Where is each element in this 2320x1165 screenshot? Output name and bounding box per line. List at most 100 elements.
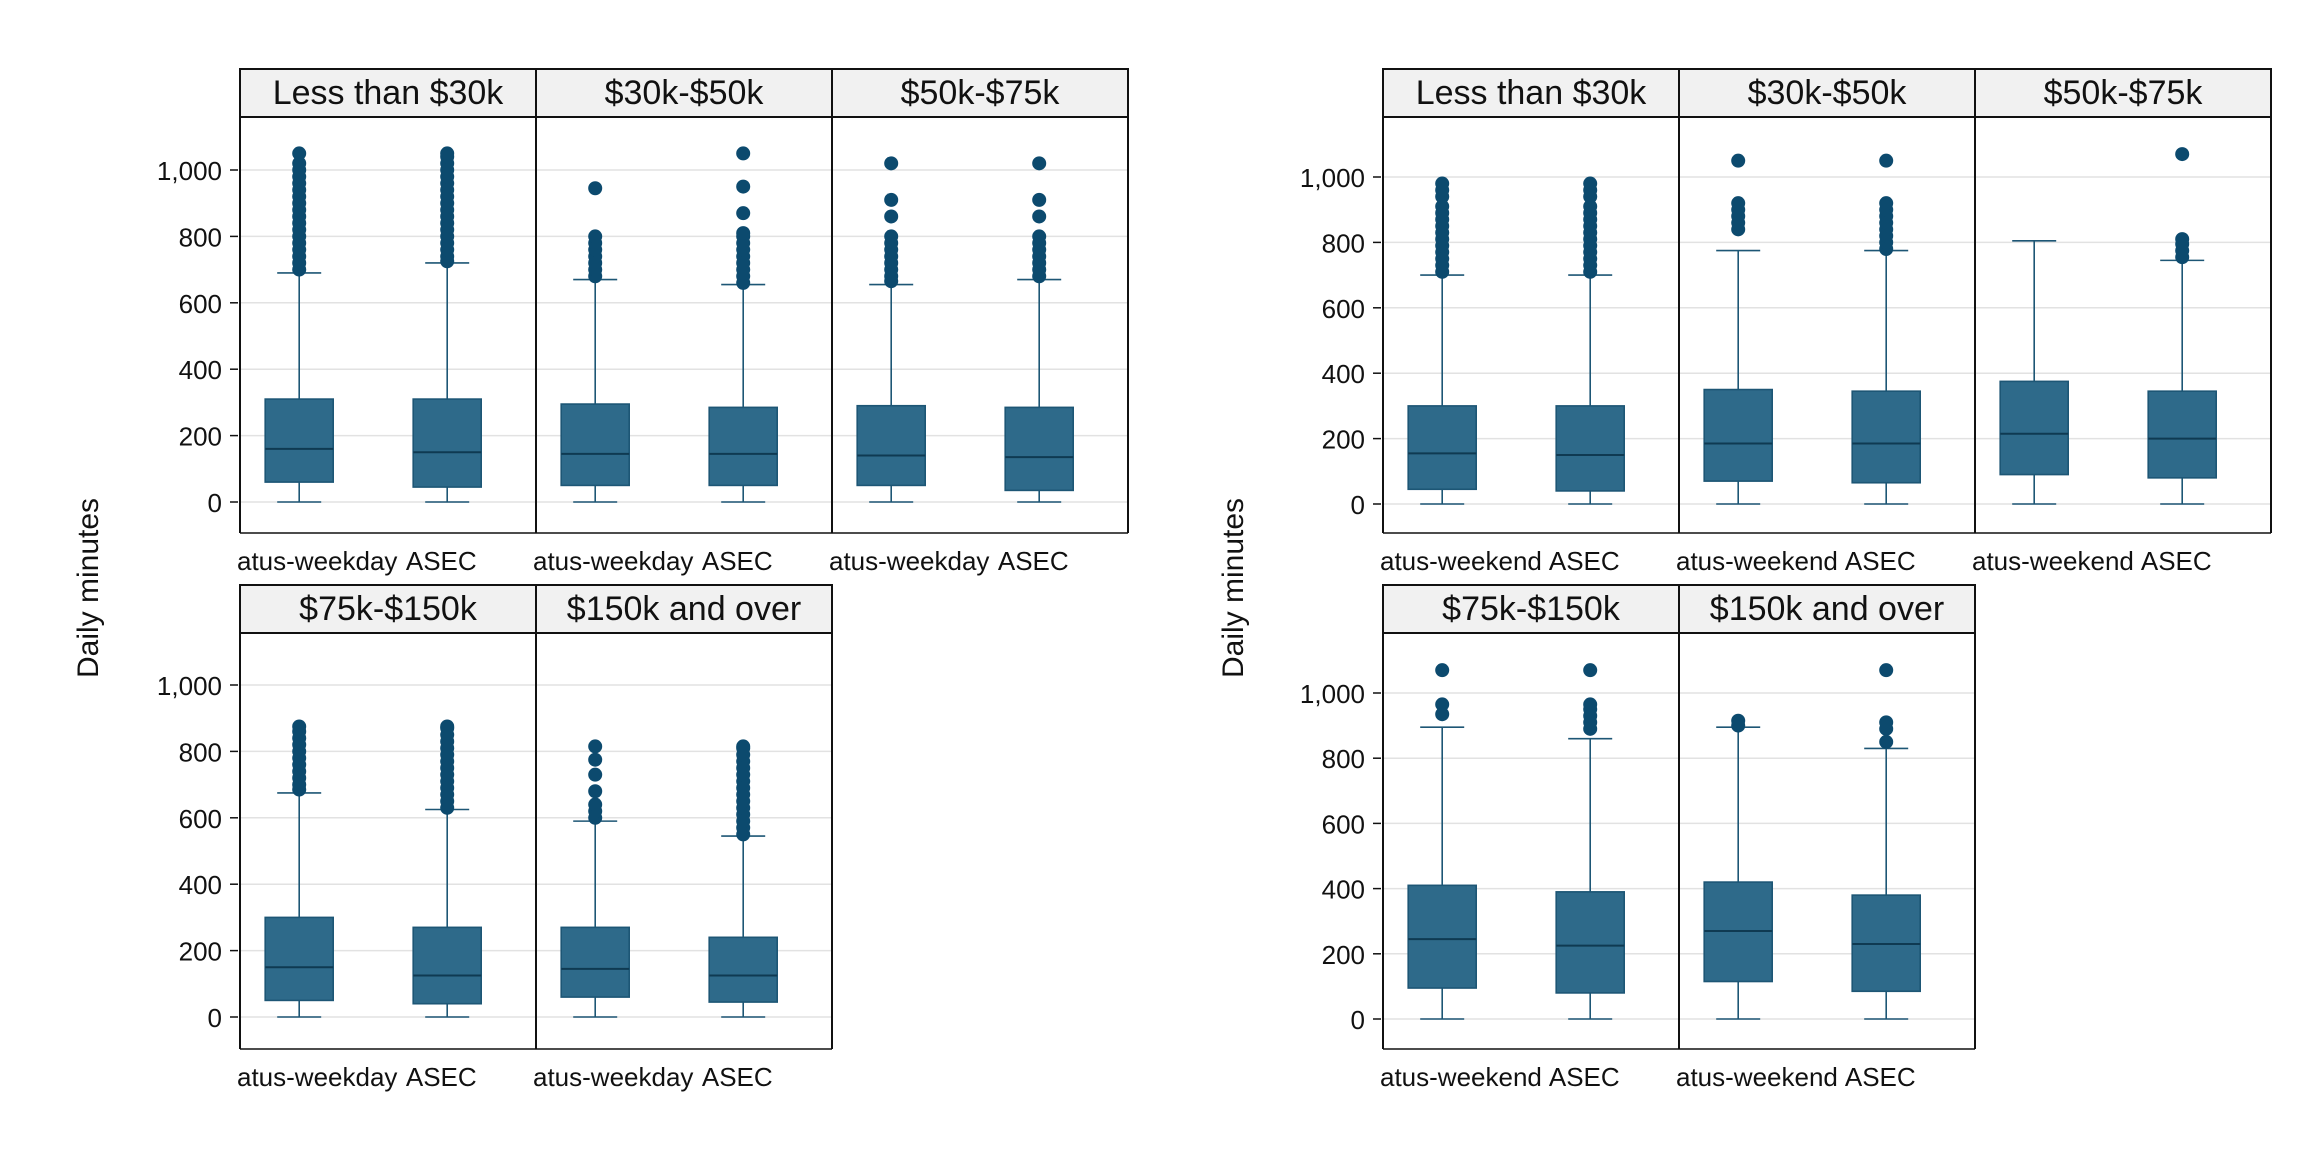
outlier-point <box>884 229 899 244</box>
outlier-point <box>292 156 307 171</box>
outlier-point <box>884 156 899 171</box>
outlier-point <box>588 797 603 812</box>
x-category-label: ASEC <box>998 546 1069 576</box>
box-ASEC <box>1004 156 1075 503</box>
x-category-label: ASEC <box>1549 1062 1620 1092</box>
outlier-point <box>588 752 603 767</box>
outlier-point <box>736 206 751 221</box>
box-atus-weekend <box>1703 713 1773 1020</box>
y-tick-label: 200 <box>179 937 222 967</box>
panel-title: Less than $30k <box>1416 74 1648 112</box>
x-category-label: ASEC <box>702 546 773 576</box>
outlier-point <box>440 146 455 161</box>
box-iqr <box>1555 405 1625 492</box>
box-atus-weekend <box>1703 153 1773 505</box>
outlier-point <box>1879 196 1894 211</box>
panel-strip <box>535 68 833 118</box>
outlier-point <box>1731 196 1746 211</box>
x-category-label: ASEC <box>702 1062 773 1092</box>
outlier-point <box>1583 663 1598 678</box>
box-iqr <box>560 403 631 487</box>
box-ASEC <box>1555 176 1625 505</box>
outlier-point <box>588 739 603 754</box>
box-iqr <box>1407 405 1477 491</box>
outlier-point <box>1583 697 1598 712</box>
y-tick-label: 400 <box>179 870 222 900</box>
outlier-point <box>1435 176 1450 191</box>
panel-1: Less than $30k 0 200 400 600 800 1,000 atus-wee… <box>157 68 537 576</box>
panel-title: $30k-$50k <box>605 74 765 112</box>
outlier-point <box>736 739 751 754</box>
y-axis-label: Daily minutes <box>72 498 105 678</box>
box-ASEC <box>1851 153 1921 505</box>
outlier-point <box>1879 715 1894 730</box>
y-tick-label: 200 <box>179 422 222 452</box>
box-iqr <box>264 398 335 483</box>
y-tick-label: 200 <box>1322 425 1365 455</box>
panel-title: Less than $30k <box>273 74 505 112</box>
panel-body <box>1679 633 1975 1049</box>
outlier-point <box>2175 232 2190 247</box>
outlier-point <box>1435 199 1450 214</box>
x-category-label: ASEC <box>406 546 477 576</box>
x-category-label: atus-weekend <box>1380 546 1542 576</box>
outlier-point <box>1879 153 1894 168</box>
y-tick-label: 400 <box>179 355 222 385</box>
x-category-label: atus-weekend <box>1676 1062 1838 1092</box>
box-ASEC <box>412 146 483 503</box>
outlier-point <box>440 719 455 734</box>
y-tick-label: 0 <box>208 1003 222 1033</box>
panel-3: $50k-$75k atus-weekend ASEC <box>1972 68 2272 576</box>
box-iqr <box>1004 406 1075 492</box>
box-ASEC <box>708 146 779 503</box>
box-atus-weekday <box>560 181 631 503</box>
x-category-label: atus-weekday <box>237 546 397 576</box>
box-atus-weekday <box>856 156 927 503</box>
outlier-point <box>1435 663 1450 678</box>
y-axis-label: Daily minutes <box>1217 498 1250 678</box>
panel-title: $50k-$75k <box>901 74 1061 112</box>
box-iqr <box>264 916 335 1002</box>
y-tick-label: 600 <box>1322 294 1365 324</box>
box-iqr <box>1999 380 2069 476</box>
panel-title: $30k-$50k <box>1748 74 1908 112</box>
outlier-point <box>736 179 751 194</box>
outlier-point <box>292 719 307 734</box>
y-tick-label: 400 <box>1322 359 1365 389</box>
chart-group-1: Daily minutes Less than $30k 0 200 400 600 800… <box>72 68 1129 1092</box>
panel-4: $75k-$150k 0 200 400 600 800 1,000 atus-weekday… <box>157 584 537 1092</box>
y-tick-label: 1,000 <box>157 671 222 701</box>
y-tick-label: 800 <box>1322 228 1365 258</box>
box-iqr <box>708 936 779 1003</box>
y-tick-label: 1,000 <box>157 156 222 186</box>
x-category-label: atus-weekday <box>533 1062 693 1092</box>
x-category-label: ASEC <box>1845 546 1916 576</box>
box-iqr <box>1407 884 1477 989</box>
panel-2: $30k-$50k atus-weekday ASEC <box>533 68 833 576</box>
panel-title: $50k-$75k <box>2044 74 2204 112</box>
y-tick-label: 800 <box>1322 744 1365 774</box>
y-tick-label: 800 <box>179 737 222 767</box>
panel-title: $150k and over <box>567 590 801 628</box>
box-iqr <box>560 926 631 998</box>
y-tick-label: 600 <box>1322 809 1365 839</box>
x-category-label: atus-weekend <box>1972 546 2134 576</box>
x-category-label: atus-weekend <box>1676 546 1838 576</box>
box-ASEC <box>1555 663 1625 1020</box>
box-iqr <box>1555 891 1625 994</box>
panel-5: $150k and over atus-weekend ASEC <box>1676 584 1976 1092</box>
panel-title: $150k and over <box>1710 590 1944 628</box>
box-ASEC <box>708 739 779 1018</box>
panel-strip <box>1678 68 1976 118</box>
outlier-point <box>1731 713 1746 728</box>
x-category-label: atus-weekday <box>829 546 989 576</box>
outlier-point <box>1879 663 1894 678</box>
x-category-label: atus-weekday <box>237 1062 397 1092</box>
outlier-point <box>588 784 603 799</box>
x-category-label: ASEC <box>2141 546 2212 576</box>
outlier-point <box>1032 192 1047 207</box>
box-atus-weekday <box>264 146 335 503</box>
y-tick-label: 0 <box>1351 490 1365 520</box>
outlier-point <box>2175 147 2190 162</box>
outlier-point <box>1435 697 1450 712</box>
